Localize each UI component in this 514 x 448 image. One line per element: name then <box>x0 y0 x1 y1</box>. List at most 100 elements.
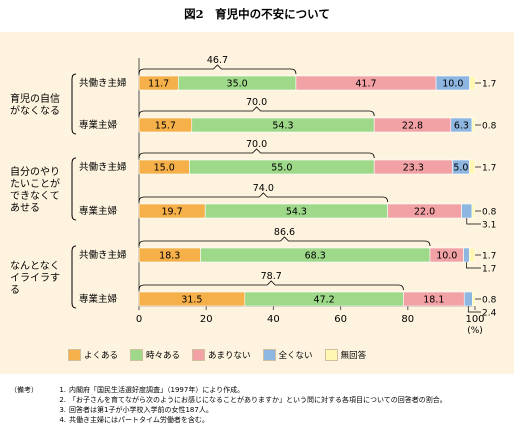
bar-segment <box>468 159 476 175</box>
legend-item: 全くない <box>262 349 313 361</box>
note-text: 共働き主婦にはパートタイム労働者を含む。 <box>69 416 209 424</box>
notes-head: （備考） <box>10 386 38 394</box>
bar-segment <box>471 117 475 133</box>
bar-segment <box>463 247 470 263</box>
data-label: 2.4 <box>482 309 497 319</box>
group-label: なんとなく <box>10 260 60 272</box>
legend-label: よくある <box>84 351 119 361</box>
data-label: 10.0 <box>442 79 463 90</box>
group-label: がなくなる <box>10 104 60 117</box>
group-label: る <box>10 284 20 296</box>
data-label: 18.1 <box>423 295 444 306</box>
x-tick-label: 80 <box>401 314 414 325</box>
legend-label: 時々ある <box>146 351 181 361</box>
x-unit-label: (%) <box>467 326 483 336</box>
data-label: 15.0 <box>154 163 175 174</box>
group-label: イライラす <box>10 272 60 284</box>
data-label: 1.7 <box>482 164 496 174</box>
data-label: 3.1 <box>482 221 496 231</box>
bar-segment <box>461 203 473 219</box>
notes: （備考） 1. 内閣府「国民生活選好度調査」（1997年）により作成。 2. 「お子… <box>10 385 510 425</box>
data-label: 0.8 <box>482 296 497 306</box>
leader-line <box>466 262 481 269</box>
sum-bracket <box>138 148 375 159</box>
data-label: 10.0 <box>436 251 457 262</box>
data-label: 15.7 <box>155 121 176 132</box>
row-label: 共働き主婦 <box>79 161 127 173</box>
data-label: 19.7 <box>162 207 183 218</box>
row-label: 共働き主婦 <box>79 77 127 89</box>
data-label: 11.7 <box>148 79 169 90</box>
row-label: 専業主婦 <box>79 293 117 305</box>
row-label: 共働き主婦 <box>79 249 127 261</box>
bracket-label: 86.6 <box>274 227 295 238</box>
bracket-label: 78.7 <box>261 271 282 282</box>
data-label: 54.3 <box>286 207 307 218</box>
legend-item: あまりない <box>192 349 251 361</box>
sum-bracket <box>138 64 297 75</box>
data-label: 22.8 <box>402 121 423 132</box>
data-label: 23.3 <box>403 163 424 174</box>
bar-segment <box>471 203 475 219</box>
data-label: 1.7 <box>482 265 496 275</box>
data-label: 0.8 <box>482 122 497 132</box>
x-tick-label: 40 <box>267 314 280 325</box>
data-label: 18.3 <box>159 251 180 262</box>
x-tick-label: 20 <box>200 314 213 325</box>
data-label: 31.5 <box>181 295 202 306</box>
legend-item: よくある <box>68 349 118 361</box>
legend-item: 時々ある <box>130 349 180 361</box>
legend-label: 全くない <box>278 351 313 361</box>
legend: よくある 時々ある あまりない 全くない 無回答 <box>68 344 488 366</box>
data-label: 1.7 <box>482 80 496 90</box>
group-brace <box>71 73 77 135</box>
note-number: 1. <box>59 386 66 394</box>
legend-swatch <box>130 349 144 361</box>
bar-segment <box>463 291 473 307</box>
group-label: たいことが <box>10 177 60 190</box>
bracket-label: 70.0 <box>246 97 267 108</box>
note-number: 2. <box>59 396 66 404</box>
x-tick-label: 60 <box>334 314 347 325</box>
bar-segment <box>472 291 476 307</box>
data-label: 47.2 <box>314 295 335 306</box>
sum-bracket <box>138 106 375 117</box>
note-text: 内閣府「国民生活選好度調査」（1997年）により作成。 <box>69 386 245 394</box>
data-label: 22.0 <box>414 207 435 218</box>
group-label: できなくて <box>10 190 60 202</box>
note-text: 「お子さんを育てながら次のようにお感じになることがありますか」という問に対する各… <box>69 396 447 404</box>
legend-swatch <box>68 349 81 361</box>
sum-bracket <box>138 192 389 203</box>
legend-swatch <box>192 349 206 361</box>
data-label: 5.0 <box>453 163 468 174</box>
bar-segment <box>469 75 476 91</box>
bracket-label: 46.7 <box>207 55 228 66</box>
data-label: 35.0 <box>227 79 248 90</box>
sum-bracket <box>138 280 404 291</box>
x-tick-label: 0 <box>136 314 142 325</box>
bracket-label: 70.0 <box>246 139 267 150</box>
note-number: 4. <box>59 416 66 424</box>
row-label: 専業主婦 <box>79 205 117 217</box>
leader-line <box>467 306 481 313</box>
group-label: あせる <box>10 202 40 214</box>
chart-title: 図2 育児中の不安について <box>184 7 330 21</box>
legend-swatch <box>262 349 276 361</box>
legend-swatch <box>324 349 338 361</box>
data-label: 41.7 <box>355 79 376 90</box>
row-label: 専業主婦 <box>79 119 117 131</box>
data-label: 1.7 <box>482 252 496 262</box>
legend-item: 無回答 <box>324 349 367 361</box>
sum-bracket <box>138 236 431 247</box>
data-label: 54.3 <box>272 121 293 132</box>
note-text: 回答者は第1子が小学校入学前の女性187人。 <box>69 406 213 414</box>
legend-label: 無回答 <box>340 351 367 361</box>
group-brace <box>71 245 77 309</box>
bar-segment <box>468 247 476 263</box>
data-label: 6.3 <box>454 121 469 132</box>
bracket-label: 74.0 <box>253 183 274 194</box>
group-label: 自分のやり <box>10 165 60 178</box>
x-tick-label: 100 <box>465 314 484 325</box>
legend-label: あまりない <box>208 351 251 361</box>
